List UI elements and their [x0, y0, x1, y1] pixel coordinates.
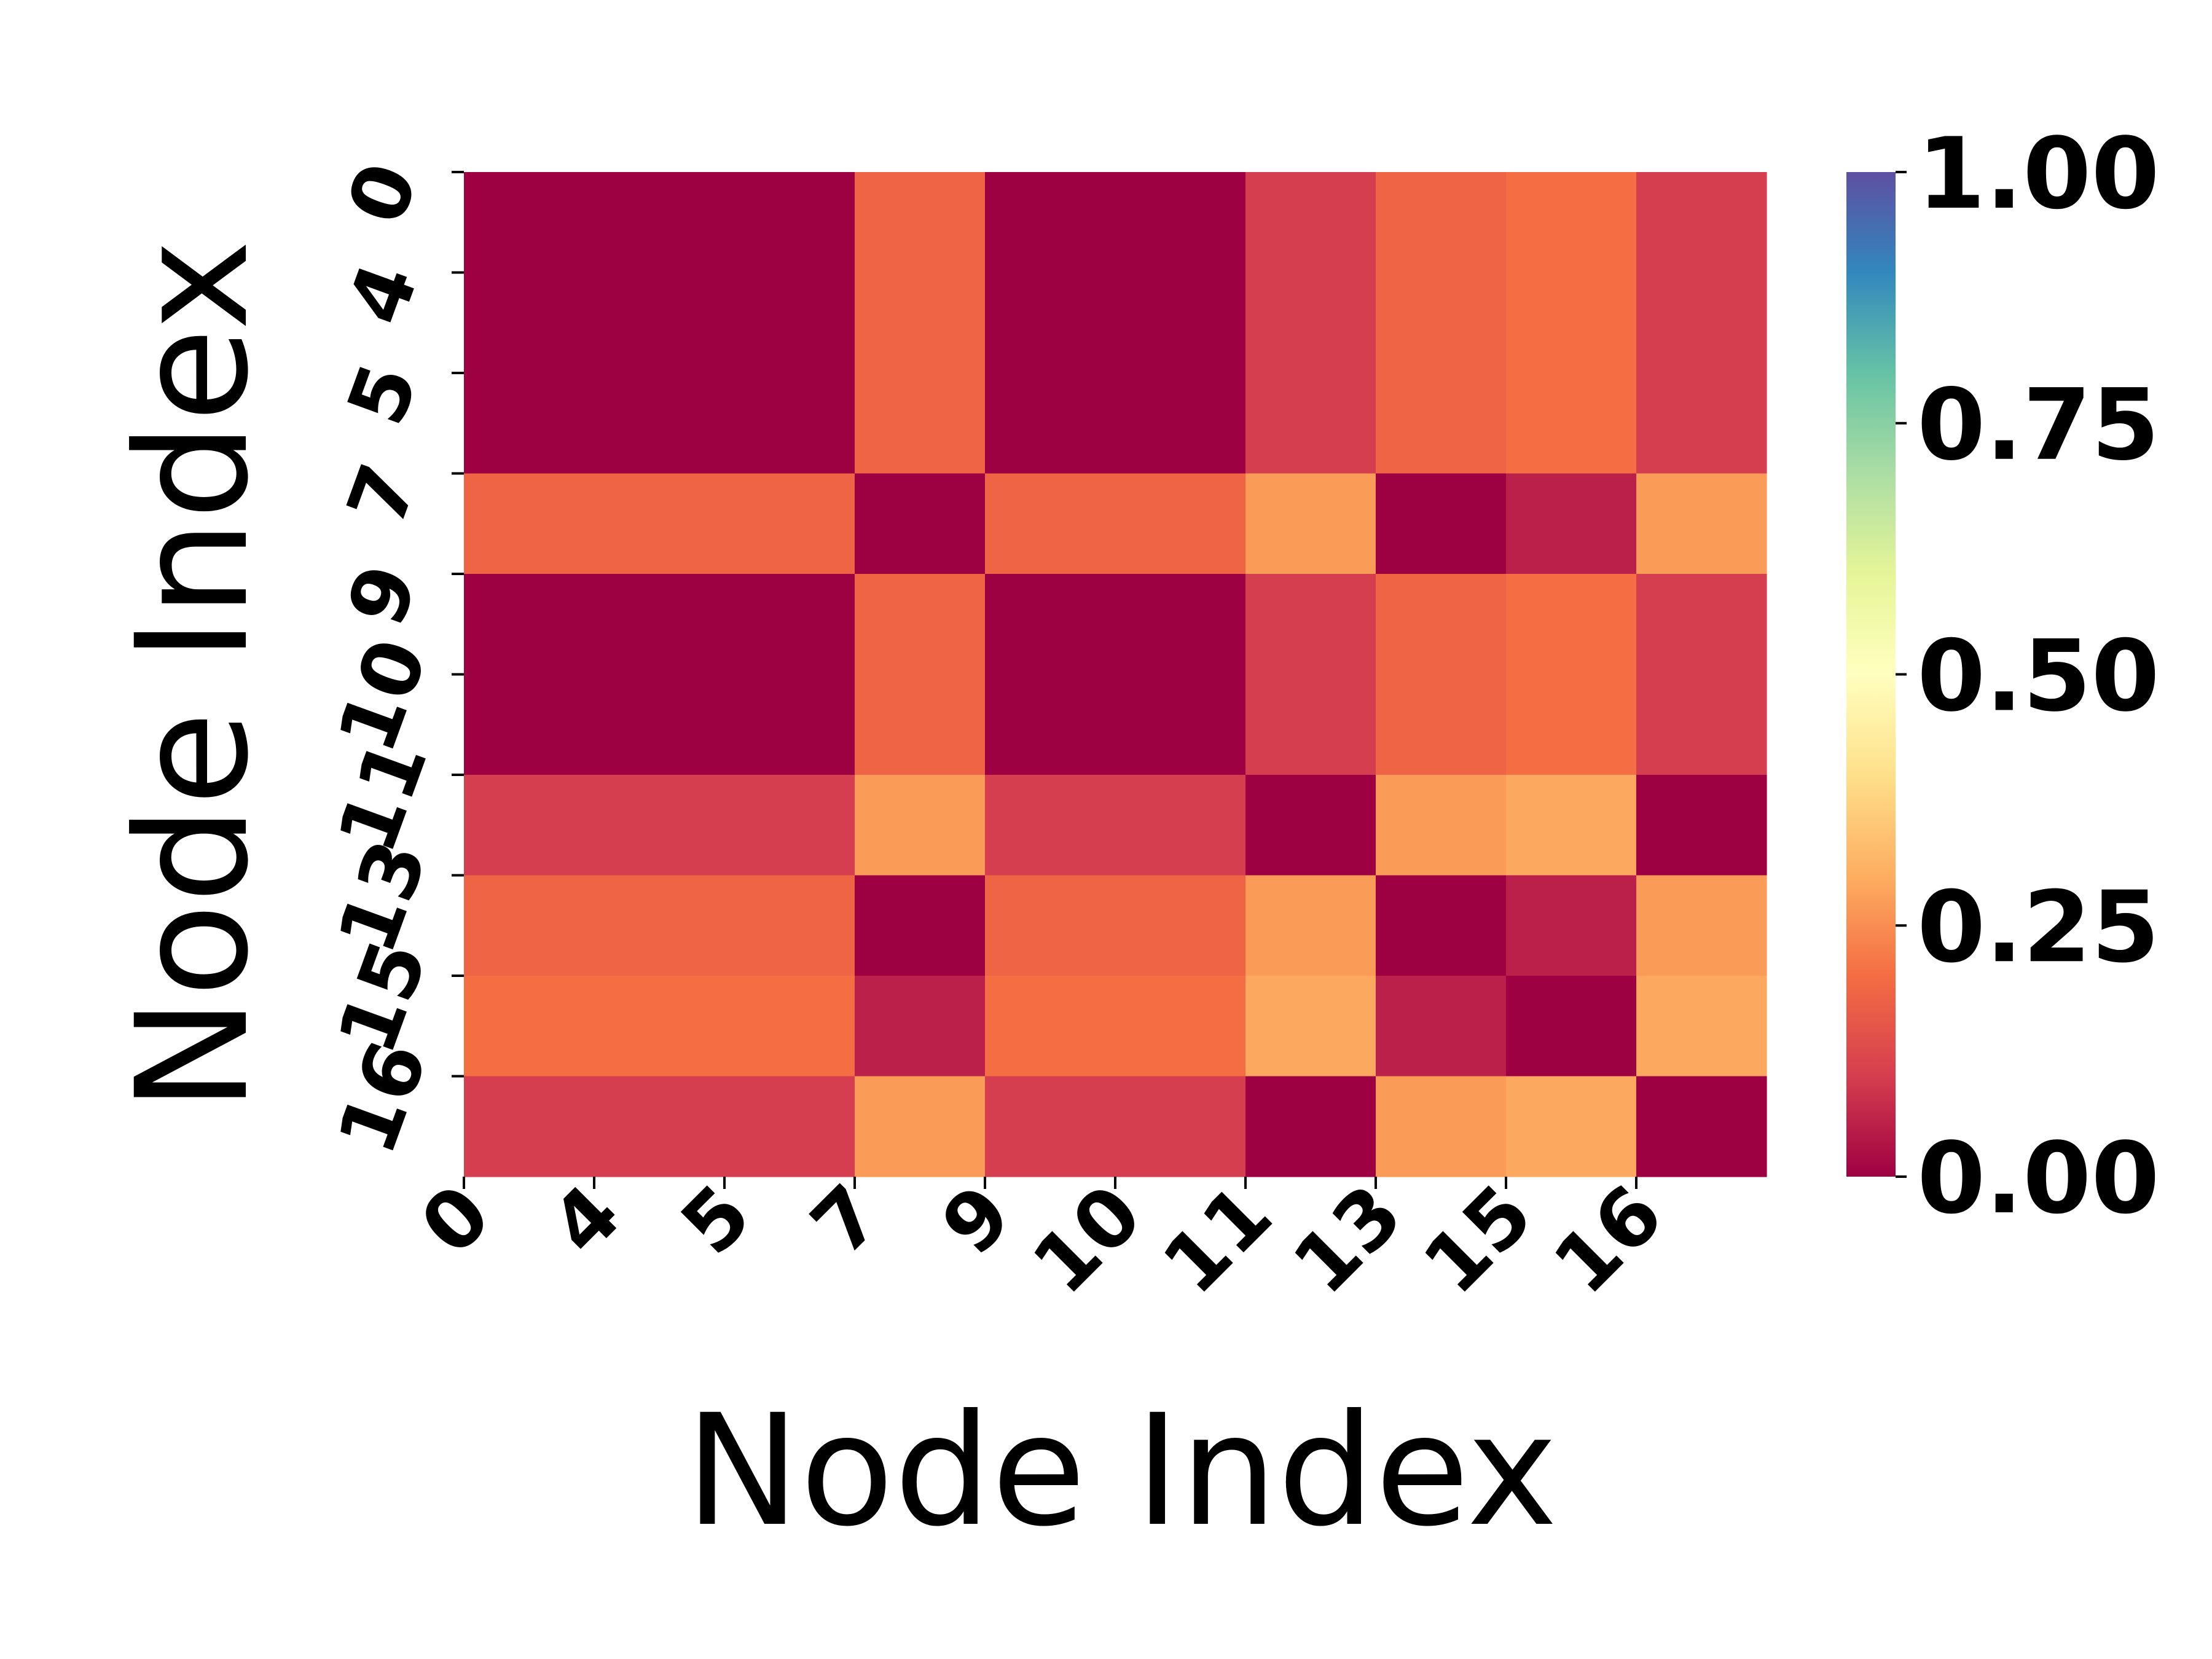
heatmap-cell: [1636, 473, 1767, 575]
heatmap-cell: [1506, 574, 1637, 775]
heatmap-cell: [855, 172, 986, 474]
heatmap-cell: [464, 172, 855, 474]
heatmap-cell: [1506, 775, 1637, 876]
y-tick-label: 7: [329, 453, 436, 537]
colorbar-tick-label: 0.00: [1917, 1121, 2160, 1236]
x-tick-label: 11: [1145, 1167, 1290, 1311]
heatmap-cell: [1506, 172, 1637, 474]
heatmap-cell: [464, 1076, 855, 1177]
heatmap-cell: [1245, 875, 1376, 976]
x-tick-label: 15: [1406, 1167, 1550, 1311]
heatmap-cell: [1245, 473, 1376, 575]
x-axis-title: Node Index: [685, 1381, 1558, 1560]
heatmap-cell: [464, 875, 855, 976]
heatmap-cell: [1376, 172, 1507, 474]
heatmap-cell: [855, 875, 986, 976]
heatmap-cell: [985, 1076, 1246, 1177]
colorbar: 0.00 0.25 0.50 0.75 1.00: [1846, 116, 2160, 1236]
colorbar-tick-label: 0.25: [1917, 869, 2160, 984]
y-tick-label: 0: [329, 151, 436, 235]
heatmap-cell: [464, 775, 855, 876]
colorbar-tick-label: 0.75: [1917, 367, 2160, 482]
heatmap-cell: [1245, 775, 1376, 876]
heatmap-cell: [1245, 976, 1376, 1077]
heatmap-cell: [1636, 1076, 1767, 1177]
colorbar-tick-label: 1.00: [1917, 116, 2160, 231]
heatmap-cell: [1245, 574, 1376, 775]
y-tick-label: 4: [329, 252, 436, 336]
x-tick-label: 7: [793, 1167, 898, 1272]
heatmap-cell: [1376, 775, 1507, 876]
colorbar-tick-label: 0.50: [1917, 619, 2160, 734]
x-tick-label: 13: [1276, 1167, 1420, 1311]
heatmap-cell: [855, 976, 986, 1077]
heatmap-cell: [1245, 172, 1376, 474]
heatmap-cell: [464, 574, 855, 775]
colorbar-gradient: [1846, 172, 1896, 1177]
heatmap-cell: [1506, 976, 1637, 1077]
x-tick-label: 5: [663, 1167, 768, 1272]
heatmap-cell: [1636, 875, 1767, 976]
heatmap-cell: [855, 775, 986, 876]
x-tick-label: 4: [533, 1167, 638, 1272]
heatmap-cell: [464, 473, 855, 575]
x-tick-label: 0: [402, 1167, 508, 1272]
heatmap-cell: [1506, 875, 1637, 976]
heatmap-cell: [985, 574, 1246, 775]
x-tick-label: 10: [1015, 1167, 1159, 1311]
heatmap-cell: [1636, 172, 1767, 474]
heatmap-cell: [985, 775, 1246, 876]
heatmap-cell: [985, 473, 1246, 575]
x-tick-label: 16: [1536, 1167, 1681, 1311]
heatmap-cell: [1376, 473, 1507, 575]
heatmap-cell: [1376, 875, 1507, 976]
heatmap-cell: [1245, 1076, 1376, 1177]
heatmap-cell: [1506, 473, 1637, 575]
heatmap-cell: [1506, 1076, 1637, 1177]
heatmap-cell: [855, 1076, 986, 1177]
heatmap-cell: [985, 172, 1246, 474]
y-tick-label: 9: [329, 553, 436, 637]
x-tick-label: 9: [924, 1167, 1029, 1272]
heatmap-cell: [985, 875, 1246, 976]
y-tick-label: 16: [320, 1029, 445, 1166]
heatmap-cell: [1376, 574, 1507, 775]
heatmap-cell: [1636, 976, 1767, 1077]
heatmap-cell: [1636, 775, 1767, 876]
heatmap-cell: [855, 574, 986, 775]
colorbar-ticks: 0.00 0.25 0.50 0.75 1.00: [1896, 116, 2160, 1236]
heatmap-cell: [1376, 1076, 1507, 1177]
heatmap-cell: [1636, 574, 1767, 775]
y-axis-title: Node Index: [103, 240, 282, 1112]
y-tick-label: 5: [329, 352, 436, 436]
heatmap-cells: [464, 172, 1767, 1177]
heatmap-cell: [985, 976, 1246, 1077]
heatmap-cell: [1376, 976, 1507, 1077]
heatmap-cell: [855, 473, 986, 575]
heatmap-cell: [464, 976, 855, 1077]
